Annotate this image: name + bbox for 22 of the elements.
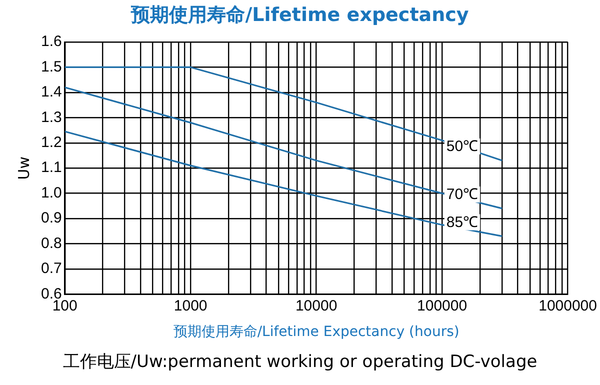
x-tick-label: 1000: [174, 297, 208, 314]
y-tick-label: 1.0: [40, 184, 62, 202]
series-label: 70℃: [446, 186, 478, 204]
y-axis-title: Uw: [14, 156, 33, 180]
y-tick-label: 1.1: [40, 159, 62, 176]
y-tick-label: 1.6: [40, 33, 62, 50]
x-tick-label: 1000000: [538, 297, 598, 314]
x-axis-title: 预期使用寿命/Lifetime Expectancy (hours): [173, 324, 460, 340]
chart-title: 预期使用寿命/Lifetime expectancy: [130, 3, 470, 28]
y-tick-label: 1.3: [40, 108, 62, 126]
y-tick-label: 1.4: [40, 84, 62, 101]
series-label: 50℃: [446, 138, 478, 156]
series-label: 85℃: [446, 214, 478, 231]
y-tick-label: 0.8: [40, 234, 62, 252]
y-tick-label: 1.5: [40, 58, 62, 76]
text: 工作电压/Uw:permanent working or operating DC-volage: [62, 351, 538, 373]
y-tick-label: 0.9: [40, 210, 62, 227]
y-tick-label: 1.2: [40, 134, 62, 152]
x-tick-label: 100000: [417, 297, 468, 314]
x-tick-label: 100: [52, 297, 78, 314]
x-tick-label: 10000: [295, 297, 338, 314]
y-tick-label: 0.7: [40, 260, 62, 278]
